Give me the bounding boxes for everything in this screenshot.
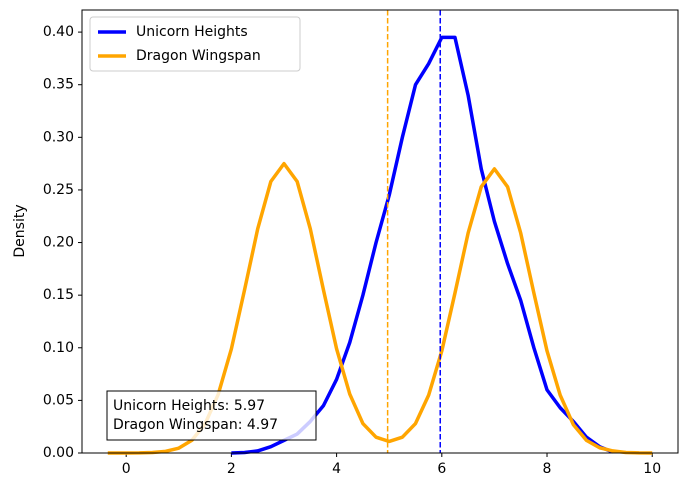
x-tick-label: 10: [643, 461, 661, 477]
legend-label: Unicorn Heights: [136, 24, 248, 40]
legend-box: [89, 16, 301, 72]
x-tick-label: 0: [122, 461, 131, 477]
x-tick-label: 2: [227, 461, 236, 477]
y-tick-label: 0.10: [43, 340, 74, 356]
y-tick-label: 0.20: [43, 235, 74, 251]
y-tick-label: 0.00: [43, 445, 74, 461]
y-tick-label: 0.05: [43, 392, 74, 408]
y-tick-label: 0.40: [43, 24, 74, 40]
x-tick-label: 8: [543, 461, 552, 477]
annotation-box: [106, 390, 317, 441]
y-tick-label: 0.25: [43, 182, 74, 198]
y-tick-label: 0.30: [43, 129, 74, 145]
y-tick-label: 0.15: [43, 287, 74, 303]
x-tick-label: 6: [437, 461, 446, 477]
plot-frame: [81, 9, 679, 454]
annotation-text: Dragon Wingspan: 4.97: [113, 417, 278, 433]
x-tick-label: 4: [332, 461, 341, 477]
annotation-text: Unicorn Heights: 5.97: [113, 398, 265, 414]
y-tick-label: 0.35: [43, 77, 74, 93]
legend-label: Dragon Wingspan: [136, 48, 261, 64]
y-axis-label: Density: [12, 204, 28, 257]
